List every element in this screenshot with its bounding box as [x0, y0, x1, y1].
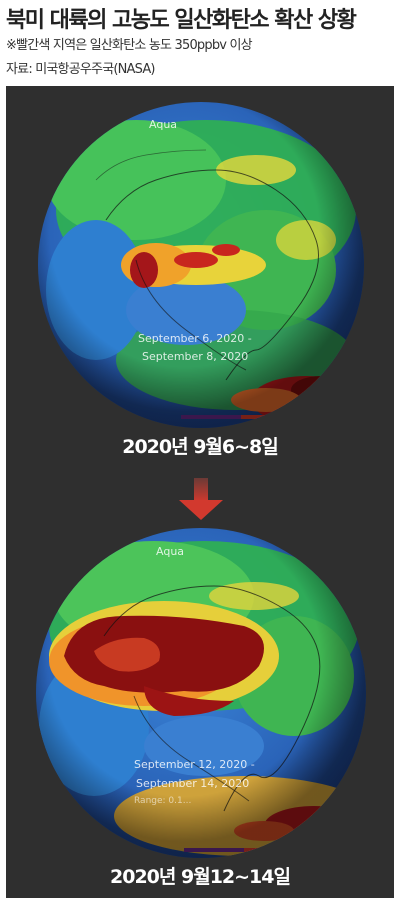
- date-range-start: September 12, 2020 -: [134, 758, 255, 771]
- satellite-label: Aqua: [156, 545, 185, 558]
- date-range-end: September 14, 2020: [136, 777, 250, 790]
- date-range-start: September 6, 2020 -: [138, 332, 252, 345]
- date-caption: 2020년 9월6~8일: [122, 436, 279, 458]
- globe-sept-12-14: [34, 526, 368, 860]
- satellite-label: Aqua: [149, 118, 178, 131]
- header: 북미 대륙의 고농도 일산화탄소 확산 상황 ※빨간색 지역은 일산화탄소 농도…: [0, 0, 400, 84]
- globe-sept-6-8: [36, 100, 366, 430]
- legend-note: ※빨간색 지역은 일산화탄소 농도 350ppbv 이상: [6, 38, 253, 53]
- satellite-image-panel: Aqua September 6, 2020 - September 8, 20…: [6, 86, 394, 898]
- globe-map-image: [36, 528, 366, 858]
- page-title: 북미 대륙의 고농도 일산화탄소 확산 상황: [6, 8, 357, 33]
- down-arrow-icon: [179, 478, 223, 520]
- range-text: Range: 0.1...: [134, 796, 192, 806]
- source-credit: 자료: 미국항공우주국(NASA): [6, 62, 156, 77]
- date-caption: 2020년 9월12~14일: [110, 866, 291, 888]
- date-range-end: September 8, 2020: [142, 350, 249, 363]
- globe-map-image: [38, 102, 364, 428]
